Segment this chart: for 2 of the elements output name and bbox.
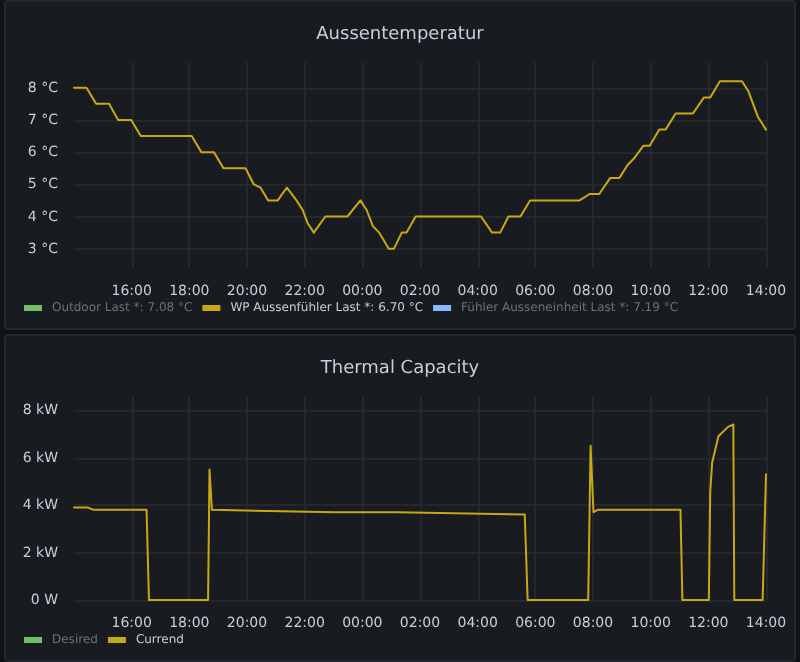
chart-title: Thermal Capacity bbox=[318, 359, 481, 379]
chart-title: Aussentemperatur bbox=[316, 25, 485, 45]
